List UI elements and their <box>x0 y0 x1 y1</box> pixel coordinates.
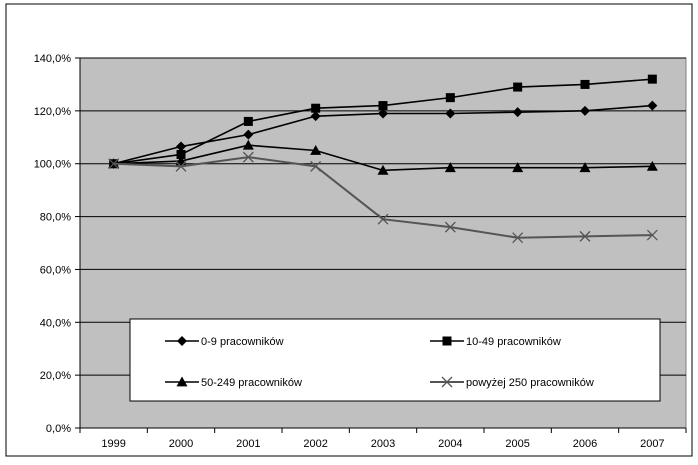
legend-label: 10-49 pracowników <box>466 336 561 348</box>
data-point-triangle <box>310 145 322 155</box>
cross-stroke <box>579 230 591 242</box>
cross-stroke <box>646 229 658 241</box>
data-point-diamond <box>378 108 388 119</box>
data-point-square <box>243 116 253 126</box>
data-point-triangle <box>444 162 456 173</box>
legend-entry-3: powyżej 250 pracowników <box>430 376 594 389</box>
data-point-square <box>445 93 455 103</box>
data-point-cross <box>512 232 524 244</box>
legend-marker-diamond <box>177 336 187 346</box>
cross-stroke <box>310 160 322 172</box>
data-point-diamond <box>176 141 186 152</box>
x-tick-label: 2002 <box>303 438 327 450</box>
x-tick-label: 2004 <box>438 438 462 450</box>
data-point-cross <box>108 158 120 170</box>
x-tick-label: 2006 <box>573 438 597 450</box>
x-tick-label: 2001 <box>236 438 260 450</box>
legend: 0-9 pracowników 10-49 pracowników 50-249 p… <box>129 318 661 402</box>
data-point-square <box>647 74 657 84</box>
x-tick-label: 2007 <box>640 438 664 450</box>
data-point-triangle <box>242 139 254 150</box>
data-point-cross <box>242 151 254 163</box>
data-point-cross <box>646 229 658 241</box>
legend-label: 0-9 pracowników <box>201 336 284 348</box>
legend-label: powyżej 250 pracowników <box>466 377 594 389</box>
cross-stroke <box>444 221 456 233</box>
data-point-square <box>311 103 321 113</box>
y-tick-label: 20,0% <box>40 370 71 382</box>
x-tick-label: 2003 <box>371 438 395 450</box>
legend-entry-2: 50-249 pracowników <box>165 376 302 389</box>
data-point-cross <box>310 160 322 172</box>
cross-stroke <box>242 151 254 163</box>
data-point-cross <box>444 221 456 233</box>
cross-stroke <box>377 213 389 225</box>
series-group <box>108 74 658 244</box>
data-point-triangle <box>512 162 524 173</box>
axes: 0,0% 20,0% 40,0% 60,0% 80,0% 100,0% 120,0% 140,… <box>34 53 687 450</box>
y-tick-label: 60,0% <box>40 264 71 276</box>
legend-marker-cross <box>441 376 453 388</box>
y-tick-label: 140,0% <box>34 53 72 65</box>
y-tick-label: 0,0% <box>46 423 71 435</box>
legend-marker-square <box>442 336 452 346</box>
data-point-diamond <box>647 100 658 111</box>
cross-stroke <box>512 232 524 244</box>
data-point-triangle <box>646 160 658 171</box>
data-point-square <box>580 79 590 89</box>
x-tick-label: 2000 <box>169 438 193 450</box>
series-3 <box>108 151 658 244</box>
data-point-diamond <box>445 108 456 119</box>
cross-stroke <box>441 376 453 388</box>
x-tick-label: 2005 <box>505 438 529 450</box>
data-point-diamond <box>243 129 254 140</box>
data-point-square <box>378 101 388 111</box>
y-tick-label: 80,0% <box>40 212 71 224</box>
x-tick-label: 1999 <box>101 438 125 450</box>
data-point-diamond <box>512 107 523 118</box>
data-point-cross <box>579 230 591 242</box>
cross-stroke <box>108 158 120 170</box>
cross-stroke <box>175 160 187 172</box>
legend-entry-0: 0-9 pracowników <box>165 336 284 348</box>
data-point-diamond <box>580 105 590 116</box>
data-point-square <box>513 82 523 92</box>
legend-box <box>129 318 661 402</box>
data-point-cross <box>175 160 187 172</box>
data-point-cross <box>377 213 389 225</box>
y-tick-label: 100,0% <box>34 159 72 171</box>
data-point-triangle <box>579 162 591 173</box>
y-tick-label: 40,0% <box>40 317 71 329</box>
legend-label: 50-249 pracowników <box>201 377 302 389</box>
y-tick-label: 120,0% <box>34 106 72 118</box>
legend-marker-triangle <box>176 376 188 387</box>
data-point-triangle <box>377 164 389 175</box>
data-point-square <box>176 149 186 159</box>
series-2 <box>108 139 658 175</box>
legend-entry-1: 10-49 pracowników <box>430 336 561 348</box>
data-point-diamond <box>310 111 321 122</box>
